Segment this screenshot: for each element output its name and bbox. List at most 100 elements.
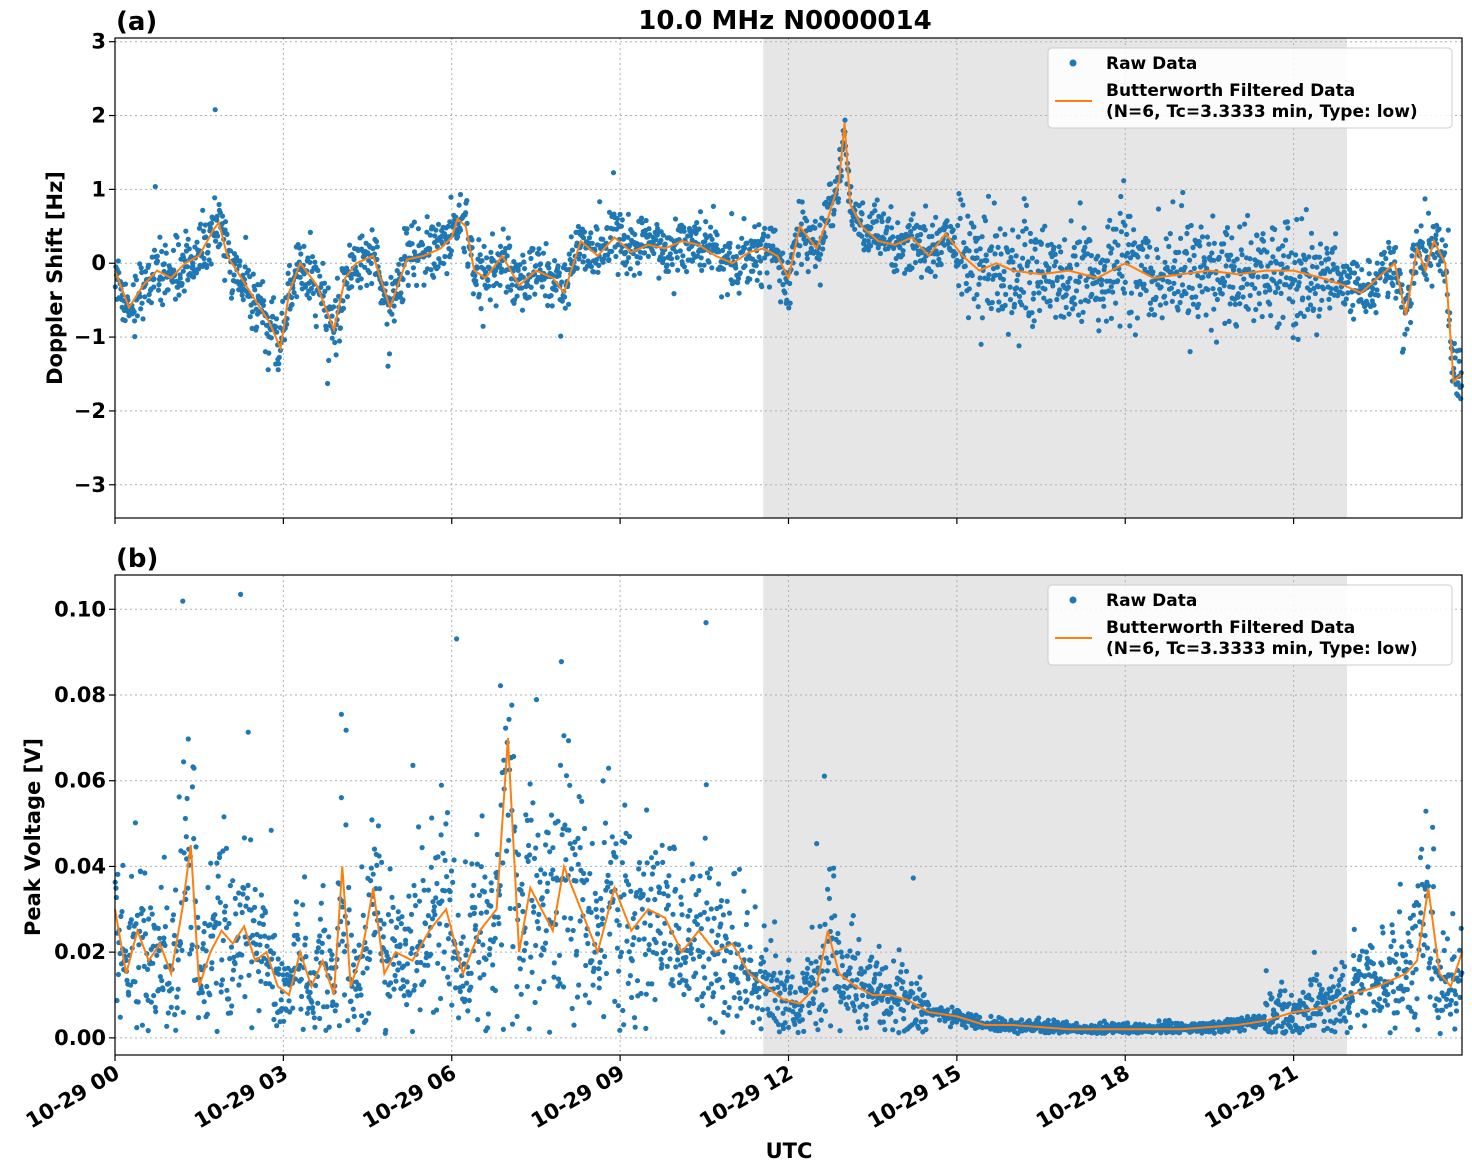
raw-data-point — [736, 942, 742, 948]
raw-data-point — [950, 227, 956, 233]
raw-data-point — [1099, 277, 1105, 283]
raw-data-point — [274, 1023, 280, 1029]
panel-b-peak-voltage: 0.000.020.040.060.080.10 10-29 00 10-29 0… — [21, 544, 1465, 1133]
raw-data-point — [185, 277, 191, 283]
raw-data-point — [1056, 244, 1062, 250]
raw-data-point — [896, 1030, 902, 1036]
raw-data-point — [608, 859, 614, 866]
raw-data-point — [1312, 290, 1318, 297]
raw-data-point — [308, 285, 314, 292]
raw-data-point — [902, 270, 908, 276]
raw-data-point — [774, 977, 780, 983]
raw-data-point — [1214, 296, 1220, 303]
raw-data-point — [965, 213, 971, 219]
raw-data-point — [1182, 264, 1188, 270]
raw-data-point — [414, 968, 420, 974]
raw-data-point — [1219, 291, 1225, 297]
raw-data-point — [825, 886, 831, 892]
raw-data-point — [804, 218, 810, 224]
raw-data-point — [1077, 239, 1083, 245]
raw-data-point — [604, 879, 610, 885]
raw-data-point — [369, 227, 375, 233]
raw-data-point — [163, 250, 169, 256]
raw-data-point — [785, 1024, 792, 1030]
raw-data-point — [1115, 278, 1121, 284]
raw-data-point — [1196, 238, 1202, 245]
raw-data-point — [671, 846, 678, 852]
raw-data-point — [1022, 242, 1028, 248]
raw-data-point — [1030, 296, 1036, 302]
raw-data-point — [605, 884, 611, 890]
raw-data-point — [562, 305, 568, 311]
raw-data-point — [269, 299, 275, 305]
raw-data-point — [1381, 249, 1387, 255]
raw-data-point — [312, 313, 318, 319]
raw-data-point — [772, 997, 778, 1004]
raw-data-point — [1191, 252, 1197, 259]
panel-b-raw-data — [112, 591, 1465, 1037]
raw-data-point — [1177, 299, 1183, 306]
raw-data-point — [1125, 1020, 1131, 1026]
raw-data-point — [726, 1004, 732, 1011]
raw-data-point — [240, 272, 246, 278]
raw-data-point — [720, 912, 727, 918]
raw-data-point — [581, 253, 587, 259]
raw-data-point — [1201, 258, 1208, 264]
raw-data-point — [223, 845, 229, 852]
raw-data-point — [807, 1010, 813, 1016]
raw-data-point — [1314, 332, 1320, 338]
raw-data-point — [750, 268, 756, 274]
raw-data-point — [414, 282, 420, 288]
raw-data-point — [276, 971, 282, 977]
raw-data-point — [210, 933, 216, 939]
raw-data-point — [591, 269, 597, 275]
raw-data-point — [508, 287, 514, 293]
raw-data-point — [202, 222, 208, 228]
raw-data-point — [406, 893, 412, 899]
raw-data-point — [631, 272, 637, 278]
raw-data-point — [986, 272, 992, 278]
raw-data-point — [862, 982, 868, 988]
raw-data-point — [1404, 326, 1410, 332]
raw-data-point — [1170, 265, 1176, 271]
raw-data-point — [693, 970, 699, 976]
raw-data-point — [239, 952, 245, 958]
raw-data-point — [754, 1005, 761, 1011]
raw-data-point — [1409, 253, 1415, 259]
raw-data-point — [252, 904, 258, 910]
raw-data-point — [792, 1021, 798, 1027]
raw-data-point — [575, 223, 582, 230]
raw-data-point — [975, 235, 981, 241]
raw-data-point — [424, 214, 430, 220]
raw-data-point — [533, 697, 540, 703]
raw-data-point — [131, 931, 137, 937]
raw-data-point — [305, 255, 311, 261]
raw-data-point — [228, 1010, 234, 1016]
raw-data-point — [733, 265, 739, 271]
raw-data-point — [1296, 280, 1302, 286]
raw-data-point — [617, 1027, 623, 1033]
raw-data-point — [589, 240, 595, 246]
raw-data-point — [1262, 1021, 1268, 1027]
raw-data-point — [708, 906, 714, 912]
raw-data-point — [921, 991, 927, 998]
raw-data-point — [897, 245, 903, 251]
raw-data-point — [540, 250, 547, 256]
raw-data-point — [1168, 269, 1174, 275]
raw-data-point — [1289, 1015, 1295, 1021]
raw-data-point — [1108, 315, 1114, 321]
raw-data-point — [324, 1004, 330, 1010]
raw-data-point — [535, 832, 541, 838]
raw-data-point — [1101, 303, 1107, 309]
raw-data-point — [480, 323, 486, 329]
raw-data-point — [1436, 226, 1442, 232]
raw-data-point — [586, 1000, 592, 1006]
raw-data-point — [936, 256, 942, 262]
raw-data-point — [899, 985, 905, 992]
raw-data-point — [536, 986, 543, 992]
raw-data-point — [711, 990, 717, 996]
raw-data-point — [766, 243, 772, 249]
raw-data-point — [261, 955, 267, 961]
raw-data-point — [1210, 286, 1216, 292]
raw-data-point — [1370, 285, 1376, 292]
